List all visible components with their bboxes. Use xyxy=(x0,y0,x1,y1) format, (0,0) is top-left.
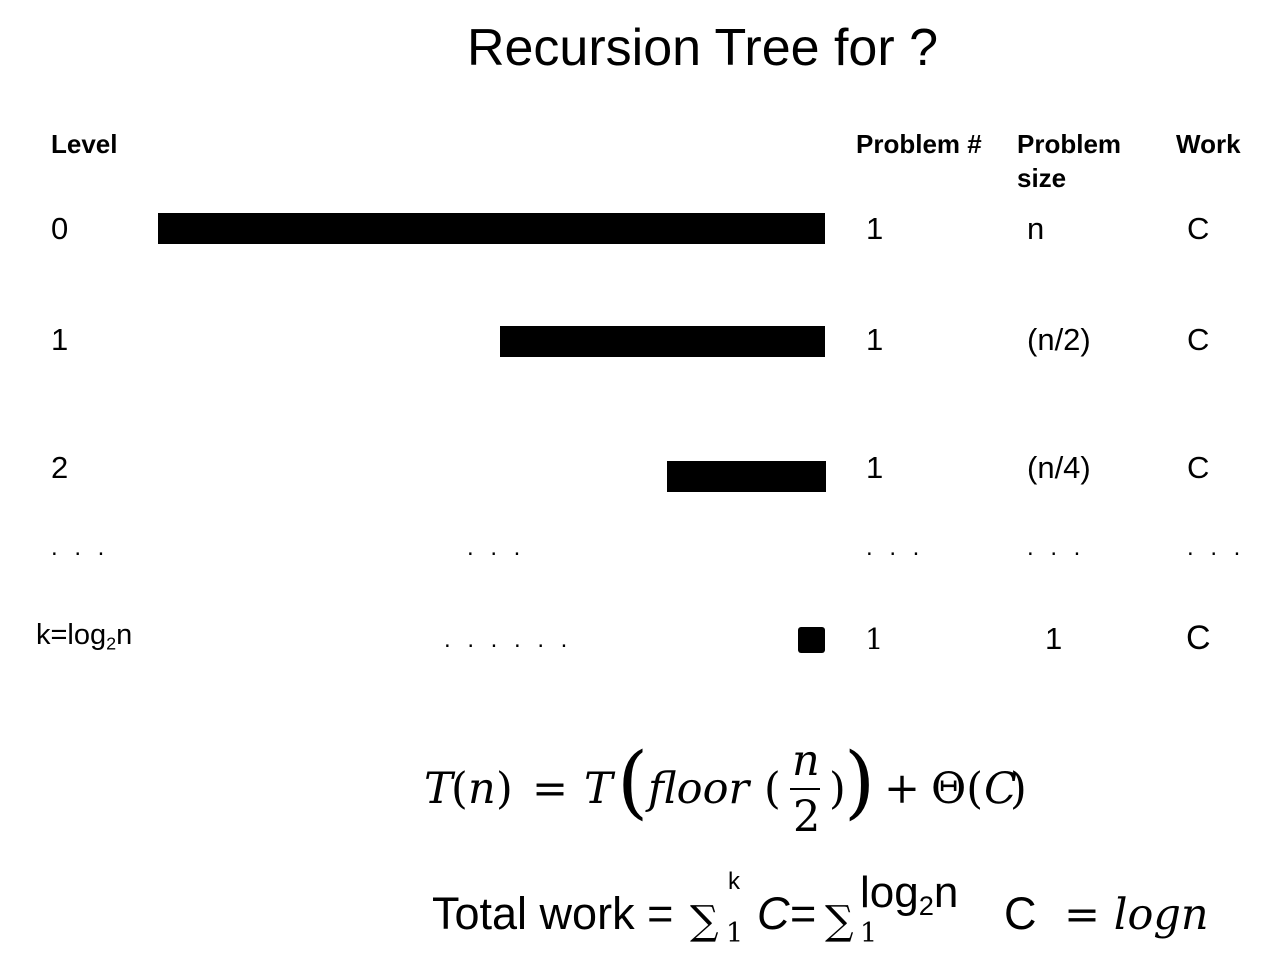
row-k-problem-number: 1 xyxy=(865,622,884,656)
row-1-bar xyxy=(500,326,825,357)
total-work-label: Total work = xyxy=(432,888,674,939)
row-2-problem-number: 1 xyxy=(866,450,884,485)
total-work-formula: Total work = ∑ k 1 C = ∑ log2n 1 C = log… xyxy=(432,868,1209,949)
header-work: Work xyxy=(1176,129,1241,159)
ellipsis-last-row: . . . . . . xyxy=(444,626,573,653)
row-1-problem-number: 1 xyxy=(866,322,884,357)
row-2-problem-size: (n/4) xyxy=(1027,450,1091,485)
header-problem-size: Problem size xyxy=(1017,129,1122,193)
page-title: Recursion Tree for ? xyxy=(466,19,939,77)
sum-upper-log: log2n xyxy=(860,868,959,922)
row-k-problem-size: 1 xyxy=(1045,621,1063,656)
row-k-level: k=log2n xyxy=(36,619,133,654)
ellipsis-bars: . . . xyxy=(467,534,526,561)
row-0-bar xyxy=(158,213,825,244)
row-2-work: C xyxy=(1187,450,1210,485)
row-1-work: C xyxy=(1187,322,1210,357)
row-0-work: C xyxy=(1187,211,1210,246)
row-0-problem-number: 1 xyxy=(866,211,884,246)
row-k-bar xyxy=(798,627,825,653)
ellipsis-level: . . . xyxy=(51,534,110,561)
row-0-problem-size: n xyxy=(1027,211,1045,246)
row-1-level: 1 xyxy=(51,322,69,357)
ellipsis-problem-number: . . . xyxy=(866,534,925,561)
ellipsis-work: . . . xyxy=(1187,534,1246,561)
row-1-problem-size: (n/2) xyxy=(1027,322,1091,357)
row-k-work: C xyxy=(1186,619,1211,657)
row-0-level: 0 xyxy=(51,211,69,246)
header-level: Level xyxy=(51,129,118,159)
row-2-level: 2 xyxy=(51,450,69,485)
row-2-bar xyxy=(667,461,826,492)
ellipsis-problem-size: . . . xyxy=(1027,534,1086,561)
header-problem-number: Problem # xyxy=(856,129,982,159)
